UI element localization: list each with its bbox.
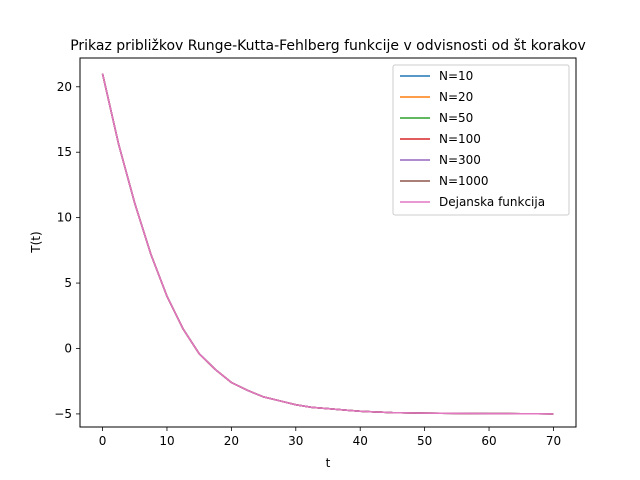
x-tick-label: 70 — [546, 434, 561, 448]
y-tick-label: 5 — [64, 276, 72, 290]
chart-title: Prikaz približkov Runge-Kutta-Fehlberg f… — [70, 38, 586, 54]
x-tick-label: 40 — [353, 434, 368, 448]
legend-entry: N=1000 — [439, 174, 489, 188]
y-tick-label: −5 — [54, 407, 72, 421]
x-axis: 0 10 20 30 40 50 60 70 — [99, 427, 561, 448]
x-tick-label: 60 — [481, 434, 496, 448]
x-tick-label: 10 — [159, 434, 174, 448]
legend-entry: N=100 — [439, 132, 481, 146]
legend-entry: N=10 — [439, 69, 473, 83]
x-tick-label: 20 — [224, 434, 239, 448]
legend-entry: Dejanska funkcija — [439, 195, 545, 209]
y-tick-label: 0 — [64, 341, 72, 355]
legend: N=10 N=20 N=50 N=100 N=300 N=1000 Dejanska fun… — [392, 64, 570, 216]
x-tick-label: 0 — [99, 434, 107, 448]
legend-entry: N=20 — [439, 90, 473, 104]
y-tick-label: 20 — [57, 80, 72, 94]
x-tick-label: 50 — [417, 434, 432, 448]
legend-box — [392, 64, 570, 216]
y-tick-label: 10 — [57, 211, 72, 225]
legend-entry: N=50 — [439, 111, 473, 125]
x-tick-label: 30 — [288, 434, 303, 448]
y-axis-label: T(t) — [29, 231, 43, 253]
plot-area — [101, 73, 554, 415]
y-axis: −5 0 5 10 15 20 — [54, 80, 80, 421]
series-line-6 — [101, 73, 554, 415]
x-axis-label: t — [326, 456, 331, 470]
legend-entry: N=300 — [439, 153, 481, 167]
y-tick-label: 15 — [57, 145, 72, 159]
axes-frame — [79, 57, 577, 428]
